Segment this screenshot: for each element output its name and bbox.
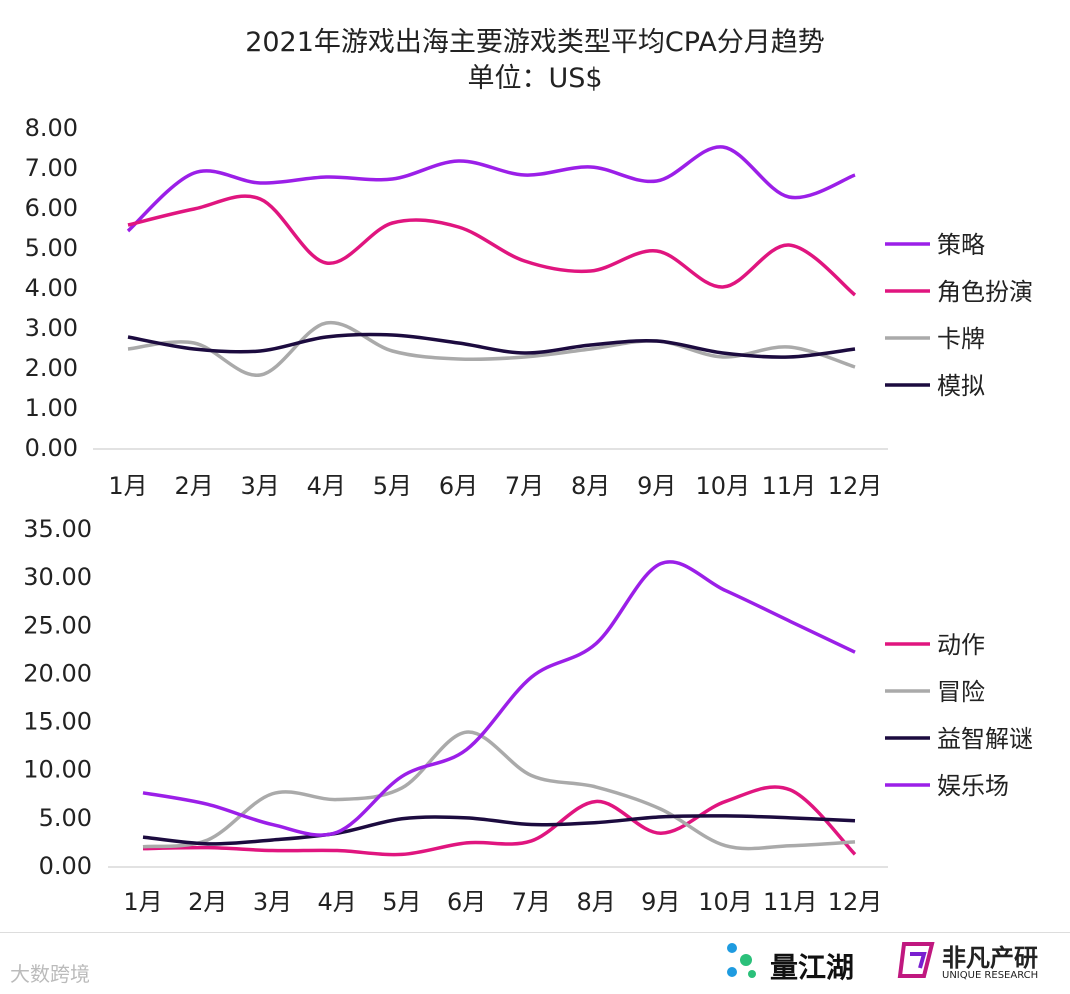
- x-tick-label: 1月: [123, 888, 162, 916]
- legend-label: 模拟: [937, 372, 985, 400]
- x-tick-label: 3月: [253, 888, 292, 916]
- logo1-text: 量江湖: [770, 951, 855, 984]
- y-tick-label: 7.00: [25, 154, 78, 182]
- y-tick-label: 10.00: [23, 756, 92, 784]
- x-tick-label: 8月: [576, 888, 615, 916]
- y-tick-label: 2.00: [25, 354, 78, 382]
- series-line-角色扮演: [127, 194, 857, 297]
- y-tick-label: 5.00: [25, 234, 78, 262]
- x-tick-label: 12月: [828, 888, 883, 916]
- chart-1: 0.00 1.00 2.00 3.00 4.00 5.00 6.00 7.00 8.00 1月 2月…: [25, 114, 1033, 500]
- x-tick-label: 3月: [241, 472, 280, 500]
- y-tick-label: 6.00: [25, 194, 78, 222]
- legend-label: 益智解谜: [937, 725, 1033, 753]
- liangjianghu-logo-icon: [722, 940, 762, 980]
- series-line-策略: [126, 145, 856, 233]
- y-tick-label: 0.00: [25, 434, 78, 462]
- x-tick-label: 8月: [571, 472, 610, 500]
- legend-label: 动作: [937, 631, 985, 659]
- y-tick-label: 1.00: [25, 394, 78, 422]
- logo2-subtext: UNIQUE RESEARCH: [942, 970, 1039, 981]
- x-tick-label: 10月: [698, 888, 753, 916]
- chart-subtitle: 单位：US$: [467, 63, 603, 94]
- y-tick-label: 0.00: [39, 852, 92, 880]
- chart-2: 0.00 5.00 10.00 15.00 20.00 25.00 30.00 35.00 1月…: [23, 515, 1033, 916]
- logo2-text: 非凡产研: [942, 944, 1038, 972]
- y-tick-label: 30.00: [23, 563, 92, 591]
- x-tick-label: 2月: [188, 888, 227, 916]
- legend-label: 角色扮演: [937, 278, 1033, 306]
- series-line-娱乐场: [142, 560, 856, 837]
- x-tick-label: 2月: [174, 472, 213, 500]
- series-line-模拟: [127, 332, 856, 359]
- x-tick-label: 9月: [641, 888, 680, 916]
- x-tick-label: 12月: [828, 472, 883, 500]
- y-tick-label: 25.00: [23, 611, 92, 639]
- series-line-卡牌: [127, 320, 856, 377]
- y-tick-label: 5.00: [39, 804, 92, 832]
- y-tick-label: 8.00: [25, 114, 78, 142]
- x-tick-label: 1月: [108, 472, 147, 500]
- unique-research-logo-icon: [896, 940, 936, 980]
- y-tick-label: 4.00: [25, 274, 78, 302]
- legend-label: 卡牌: [937, 325, 985, 353]
- x-tick-label: 5月: [382, 888, 421, 916]
- x-tick-label: 4月: [318, 888, 357, 916]
- legend-label: 娱乐场: [937, 772, 1009, 800]
- legend-label: 策略: [937, 231, 985, 259]
- x-tick-label: 5月: [373, 472, 412, 500]
- series-line-冒险: [142, 730, 856, 851]
- x-tick-label: 7月: [512, 888, 551, 916]
- x-tick-label: 6月: [439, 472, 478, 500]
- x-tick-label: 7月: [505, 472, 544, 500]
- y-tick-label: 15.00: [23, 708, 92, 736]
- chart-title: 2021年游戏出海主要游戏类型平均CPA分月趋势: [245, 27, 825, 58]
- watermark: 大数跨境: [10, 962, 90, 986]
- series-line-益智解谜: [142, 814, 856, 846]
- y-tick-label: 3.00: [25, 314, 78, 342]
- legend-label: 冒险: [937, 678, 985, 706]
- series-line-动作: [142, 785, 857, 857]
- x-tick-label: 11月: [762, 472, 817, 500]
- x-tick-label: 4月: [307, 472, 346, 500]
- footer-divider: [0, 932, 1070, 933]
- x-tick-label: 11月: [763, 888, 818, 916]
- y-tick-label: 35.00: [23, 515, 92, 543]
- x-tick-label: 6月: [447, 888, 486, 916]
- y-tick-label: 20.00: [23, 659, 92, 687]
- x-tick-label: 10月: [696, 472, 751, 500]
- x-tick-label: 9月: [637, 472, 676, 500]
